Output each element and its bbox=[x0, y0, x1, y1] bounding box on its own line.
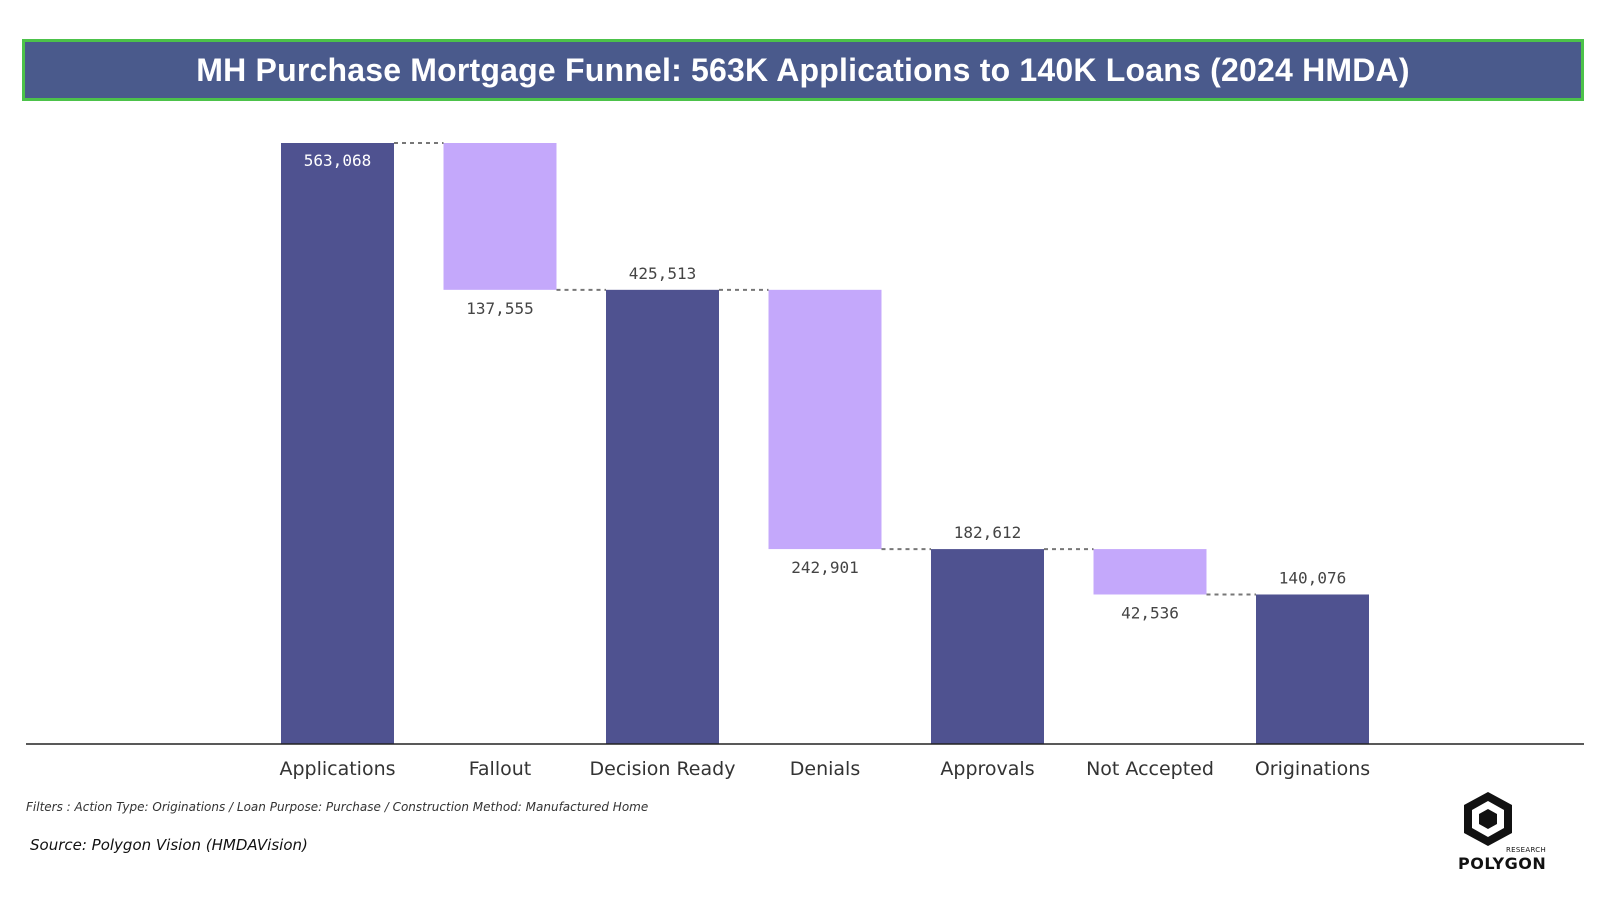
bar-not-accepted bbox=[1093, 549, 1207, 595]
data-label-denials: 242,901 bbox=[791, 558, 858, 577]
waterfall-chart: 563,068 Applications 137,555 Fallout 425,513… bbox=[26, 142, 1584, 780]
polygon-cube-icon bbox=[1464, 792, 1512, 846]
category-label-applications: Applications bbox=[279, 758, 395, 780]
category-label-approvals: Approvals bbox=[940, 758, 1034, 780]
polygon-logo: RESEARCH POLYGON bbox=[1448, 790, 1558, 880]
data-label-originations: 140,076 bbox=[1279, 568, 1346, 587]
bar-denials bbox=[768, 289, 882, 550]
data-label-applications: 563,068 bbox=[304, 151, 371, 170]
data-label-not-accepted: 42,536 bbox=[1121, 603, 1179, 622]
logo-wordmark: POLYGON bbox=[1458, 854, 1547, 873]
category-label-denials: Denials bbox=[790, 758, 860, 780]
bar-fallout bbox=[443, 143, 557, 290]
category-label-fallout: Fallout bbox=[469, 758, 532, 780]
data-label-approvals: 182,612 bbox=[954, 523, 1021, 542]
logo-research-text: RESEARCH bbox=[1506, 846, 1547, 854]
source-note: Source: Polygon Vision (HMDAVision) bbox=[30, 836, 308, 854]
category-label-not-accepted: Not Accepted bbox=[1086, 758, 1214, 780]
bar-originations bbox=[1256, 594, 1369, 744]
chart-title-banner: MH Purchase Mortgage Funnel: 563K Applic… bbox=[22, 39, 1584, 101]
category-label-originations: Originations bbox=[1255, 758, 1370, 780]
category-label-decision-ready: Decision Ready bbox=[590, 758, 736, 780]
bar-approvals bbox=[931, 549, 1044, 744]
bar-decision-ready bbox=[606, 289, 719, 744]
data-label-decision-ready: 425,513 bbox=[629, 264, 696, 283]
chart-title: MH Purchase Mortgage Funnel: 563K Applic… bbox=[196, 51, 1410, 88]
data-label-fallout: 137,555 bbox=[466, 299, 533, 318]
filters-note: Filters : Action Type: Originations / Lo… bbox=[26, 800, 649, 814]
bar-applications bbox=[281, 143, 394, 744]
